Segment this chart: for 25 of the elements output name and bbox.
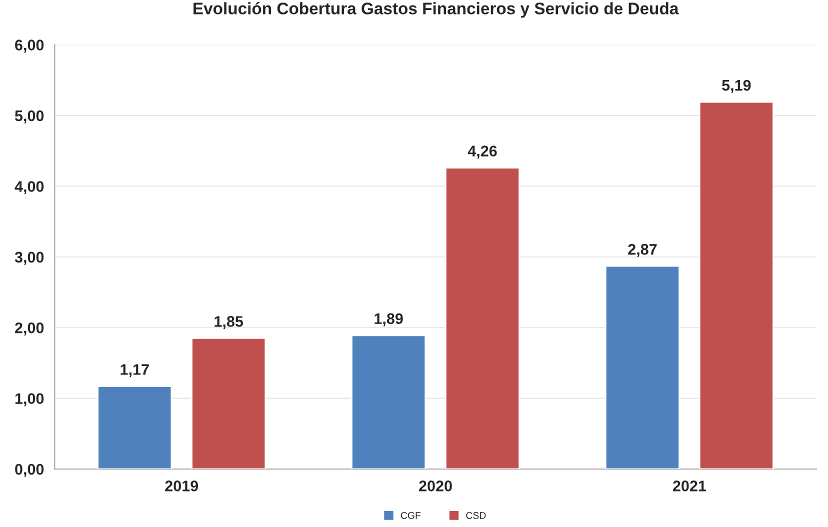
y-tick-label: 4,00 xyxy=(14,181,44,194)
bar xyxy=(191,338,266,470)
data-label: 4,26 xyxy=(468,146,497,159)
bar xyxy=(604,265,680,470)
x-tick-label: 2019 xyxy=(165,480,198,492)
bar xyxy=(444,167,520,470)
data-label: 1,85 xyxy=(214,316,244,330)
chart-title: Evolución Cobertura Gastos Financieros y Servicio de Deuda xyxy=(194,2,679,18)
x-tick-label: 2021 xyxy=(672,480,706,492)
legend-label: CGF xyxy=(400,512,421,519)
legend-label: CSD xyxy=(466,512,486,519)
y-tick-label: 3,00 xyxy=(14,252,44,265)
bar xyxy=(351,334,426,470)
data-label: 2,87 xyxy=(628,244,657,257)
data-label: 1,89 xyxy=(374,313,403,326)
data-label: 1,17 xyxy=(120,364,149,378)
y-tick-label: 6,00 xyxy=(15,40,44,53)
bar xyxy=(698,101,774,470)
x-tick-label: 2020 xyxy=(419,480,452,492)
y-tick-label: 2,00 xyxy=(15,322,44,336)
y-tick-label: 5,00 xyxy=(14,110,44,124)
data-label: 5,19 xyxy=(722,80,751,93)
y-tick-label: 1,00 xyxy=(15,393,44,406)
bar xyxy=(97,386,172,470)
y-tick-label: 0,00 xyxy=(15,464,44,477)
